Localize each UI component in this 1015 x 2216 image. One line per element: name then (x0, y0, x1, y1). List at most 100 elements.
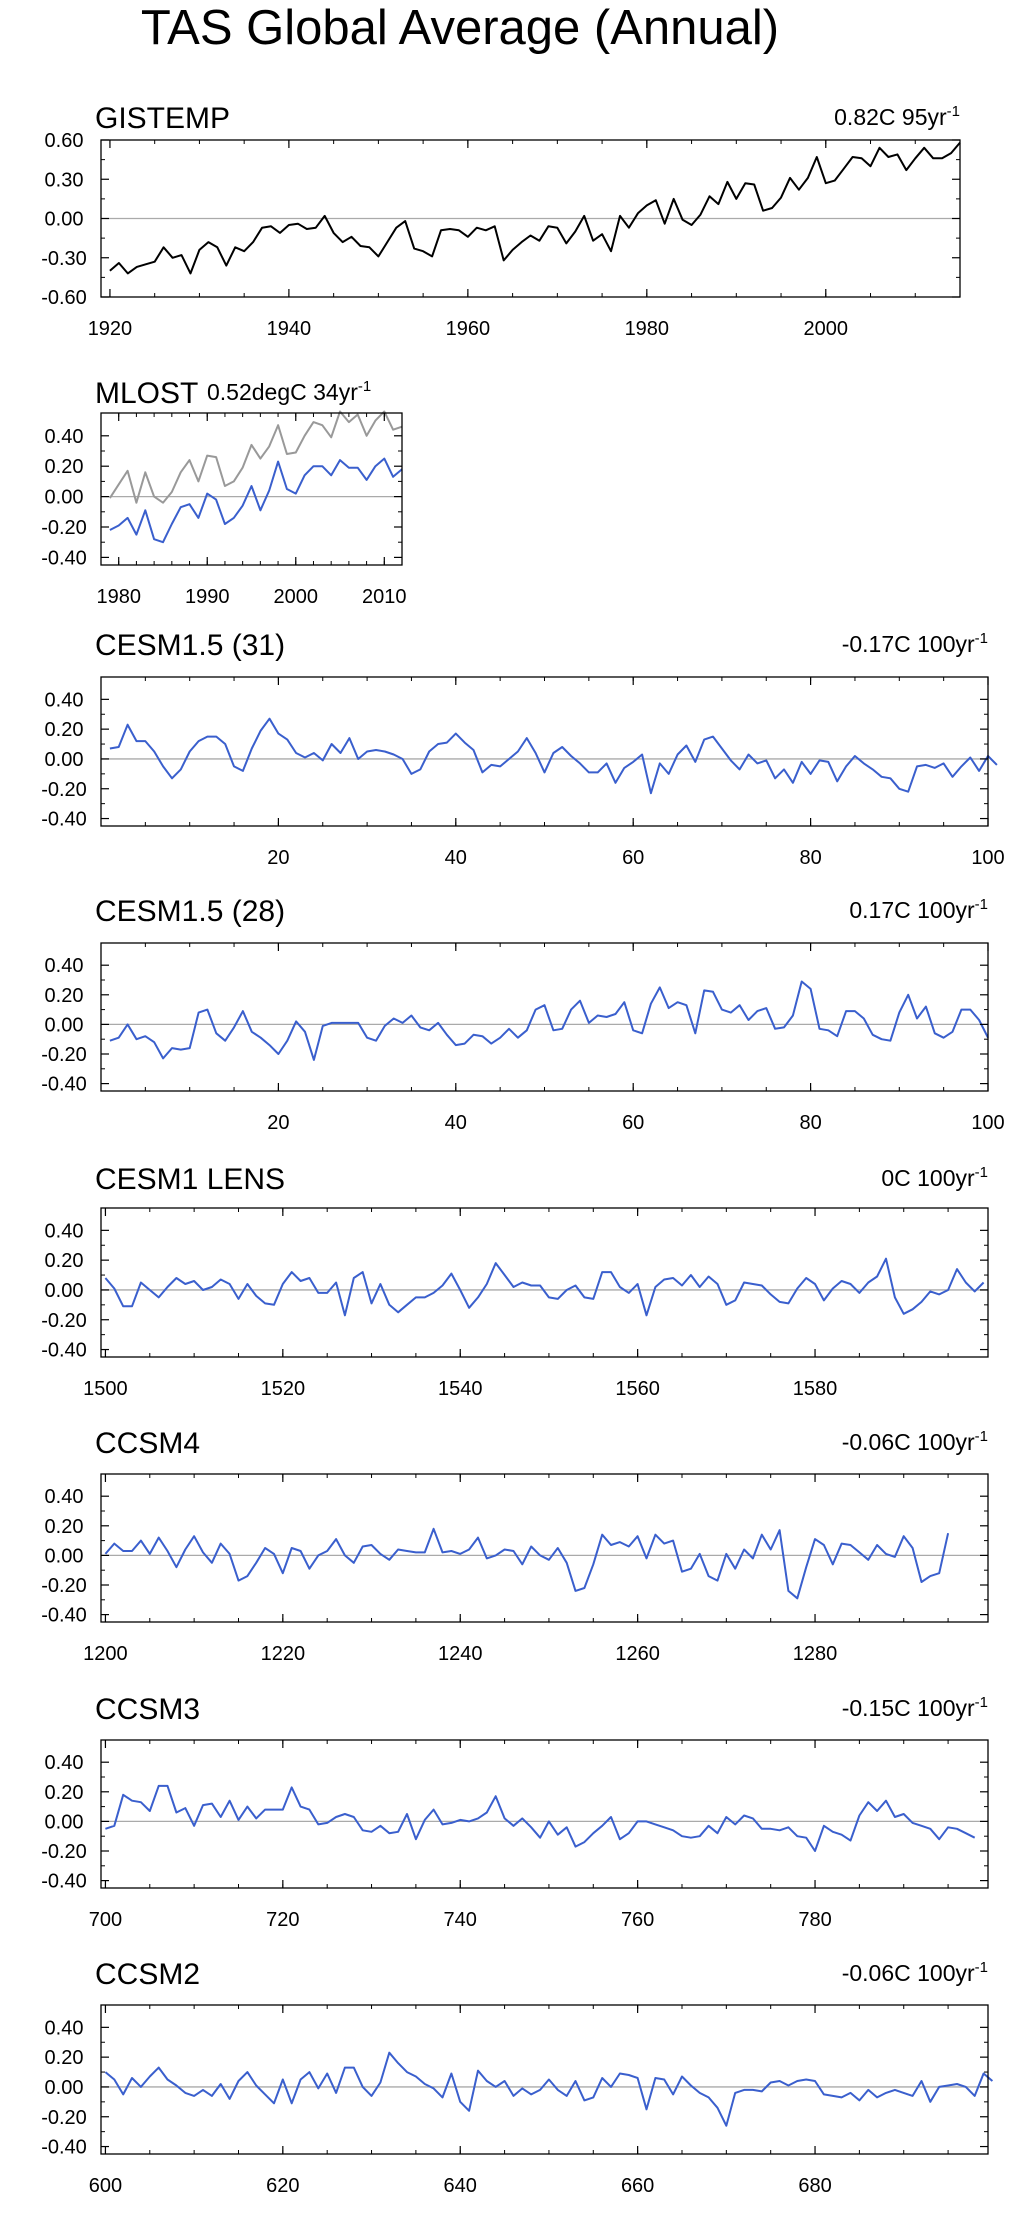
panel-ccsm3: -0.40 -0.20 0.00 0.20 0.40 700 720 740 760 780 CCS… (41, 1693, 989, 1931)
y-tick-label: 0.60 (45, 130, 84, 152)
y-tick-label: 0.00 (45, 1014, 84, 1036)
panel-ccsm4: -0.40 -0.20 0.00 0.20 0.40 1200 1220 1240 1260 12… (41, 1427, 989, 1665)
y-tick-label: 0.20 (45, 985, 84, 1007)
x-tick-label: 1920 (88, 318, 133, 340)
x-tick-label: 1240 (438, 1643, 483, 1665)
panel-mlost: -0.40 -0.20 0.00 0.20 0.40 1980 1990 2000 2010 ML… (41, 377, 406, 608)
x-tick-label: 2000 (274, 586, 319, 608)
y-tick-label: 0.20 (45, 1782, 84, 1804)
x-tick-label: 640 (444, 2175, 477, 2197)
plot-frame (100, 1207, 989, 1358)
y-tick-label: 0.40 (45, 955, 84, 977)
series-line-cesm1-lens (104, 1257, 985, 1317)
x-tick-label: 1560 (615, 1378, 660, 1400)
y-tick-label: -0.20 (41, 1044, 87, 1066)
trend-label: 0.82C 95yr-1 (834, 103, 960, 130)
y-tick-label: 0.40 (45, 1752, 84, 1774)
y-tick-label: -0.20 (41, 1575, 87, 1597)
x-tick-label: 80 (799, 847, 821, 869)
x-tick-label: 1220 (261, 1643, 306, 1665)
series-line-mlost (109, 457, 403, 544)
x-tick-label: 1940 (267, 318, 312, 340)
y-tick-label: -0.40 (41, 1871, 87, 1893)
panel-title: CESM1.5 (31) (95, 629, 285, 662)
y-tick-label: 0.30 (45, 169, 84, 191)
y-tick-label: 0.00 (45, 209, 84, 231)
x-tick-label: 720 (266, 1909, 299, 1931)
x-tick-label: 740 (444, 1909, 477, 1931)
panel-cesm15_31: -0.40 -0.20 0.00 0.20 0.40 20 40 60 80 100 CESM1.5… (41, 629, 1004, 869)
x-tick-label: 600 (89, 2175, 122, 2197)
x-tick-label: 1580 (793, 1378, 838, 1400)
x-tick-label: 1260 (615, 1643, 660, 1665)
y-tick-label: 0.00 (45, 487, 84, 509)
plot-frame (100, 942, 989, 1092)
trend-label: -0.17C 100yr-1 (842, 630, 988, 657)
series-line-cesm1-5-28- (109, 980, 989, 1061)
panel-title: CCSM4 (95, 1427, 200, 1460)
x-tick-label: 1280 (793, 1643, 838, 1665)
x-tick-label: 100 (971, 1112, 1004, 1134)
trend-label: 0.52degC 34yr-1 (207, 378, 371, 405)
x-tick-label: 1990 (185, 586, 230, 608)
x-tick-label: 20 (267, 847, 289, 869)
series-line-ccsm4 (104, 1527, 950, 1600)
series-line-gistemp (109, 141, 961, 275)
x-tick-label: 40 (445, 1112, 467, 1134)
panel-title: CESM1.5 (28) (95, 895, 285, 928)
y-tick-label: -0.20 (41, 2107, 87, 2129)
panel-title: CESM1 LENS (95, 1163, 285, 1196)
x-tick-label: 1960 (446, 318, 491, 340)
y-tick-label: -0.20 (41, 1841, 87, 1863)
plot-frame (100, 1473, 989, 1623)
y-tick-label: 0.20 (45, 719, 84, 741)
trend-label: -0.15C 100yr-1 (842, 1694, 988, 1721)
series-line-ccsm2 (104, 2051, 994, 2127)
x-tick-label: 680 (798, 2175, 831, 2197)
x-tick-label: 60 (622, 847, 644, 869)
x-tick-label: 620 (266, 2175, 299, 2197)
y-tick-label: 0.00 (45, 2077, 84, 2099)
panel-gistemp: -0.60 -0.30 0.00 0.30 0.60 1920 1940 1960 1980 20… (41, 102, 961, 340)
y-tick-label: -0.40 (41, 1074, 87, 1096)
panel-cesm1_lens: -0.40 -0.20 0.00 0.20 0.40 1500 1520 1540 1560 15… (41, 1163, 989, 1400)
series-line-ccsm3 (105, 1784, 976, 1852)
y-tick-label: -0.40 (41, 2137, 87, 2159)
panel-title: CCSM3 (95, 1693, 200, 1726)
y-tick-label: -0.40 (41, 1340, 87, 1362)
plot-frame (100, 676, 989, 827)
y-tick-label: 0.00 (45, 1280, 84, 1302)
y-tick-label: 0.40 (45, 1220, 84, 1242)
y-tick-label: 0.20 (45, 456, 84, 478)
y-tick-label: 0.20 (45, 2047, 84, 2069)
x-tick-label: 1200 (83, 1643, 128, 1665)
y-tick-label: -0.40 (41, 547, 87, 569)
series-line-shifted (109, 410, 403, 504)
plot-frame (100, 2004, 989, 2155)
figure-title: TAS Global Average (Annual) (141, 1, 779, 55)
y-tick-label: 0.20 (45, 1516, 84, 1538)
x-tick-label: 1520 (261, 1378, 306, 1400)
y-tick-label: 0.00 (45, 749, 84, 771)
x-tick-label: 700 (89, 1909, 122, 1931)
panel-cesm15_28: -0.40 -0.20 0.00 0.20 0.40 20 40 60 80 100 CESM1.5… (41, 895, 1004, 1134)
x-tick-label: 20 (267, 1112, 289, 1134)
x-tick-label: 60 (622, 1112, 644, 1134)
y-tick-label: 0.00 (45, 1545, 84, 1567)
x-tick-label: 1500 (83, 1378, 128, 1400)
y-tick-label: -0.40 (41, 1605, 87, 1627)
y-tick-label: -0.40 (41, 809, 87, 831)
x-tick-label: 80 (799, 1112, 821, 1134)
y-tick-label: 0.40 (45, 426, 84, 448)
x-tick-label: 2010 (362, 586, 407, 608)
trend-label: -0.06C 100yr-1 (842, 1959, 988, 1986)
y-tick-label: -0.20 (41, 517, 87, 539)
x-tick-label: 40 (445, 847, 467, 869)
panel-title: CCSM2 (95, 1958, 200, 1991)
series-line-cesm1-5-31- (109, 717, 998, 795)
trend-label: -0.06C 100yr-1 (842, 1428, 988, 1455)
y-tick-label: 0.40 (45, 2017, 84, 2039)
trend-label: 0.17C 100yr-1 (849, 896, 988, 923)
y-tick-label: 0.00 (45, 1811, 84, 1833)
panel-ccsm2: -0.40 -0.20 0.00 0.20 0.40 600 620 640 660 680 CCS… (41, 1958, 994, 2197)
